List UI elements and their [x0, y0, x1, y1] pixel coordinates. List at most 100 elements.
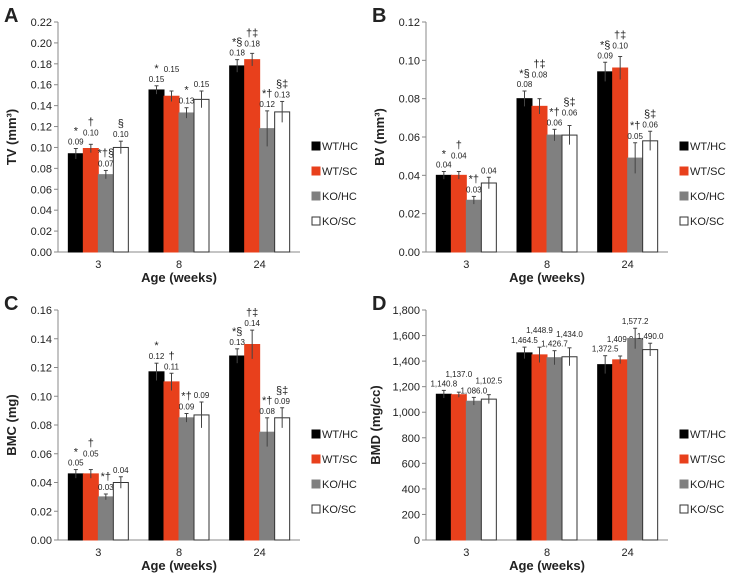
bar-ko-hc	[465, 199, 482, 253]
data-label: 0.08	[532, 71, 548, 80]
legend-swatch	[311, 191, 321, 201]
legend-label: WT/HC	[690, 141, 726, 153]
bar-wt-sc	[163, 95, 180, 253]
significance-mark: *†	[262, 88, 272, 100]
data-label: 0.13	[229, 338, 245, 347]
data-label: 0.10	[83, 128, 99, 137]
y-tick-label: 0.16	[31, 305, 52, 317]
significance-mark: §‡	[644, 108, 656, 120]
x-tick-label: 24	[622, 259, 634, 271]
y-axis-title: BV (mm³)	[372, 108, 387, 166]
y-tick-label: 0.00	[31, 247, 52, 259]
bar-ko-sc	[193, 414, 210, 541]
x-tick-label: 24	[622, 547, 634, 559]
legend-label: WT/HC	[322, 141, 358, 153]
bar-ko-sc	[642, 140, 659, 253]
x-tick-label: 8	[544, 547, 550, 559]
y-tick-label: 1,600	[392, 331, 420, 343]
legend-swatch	[679, 166, 689, 176]
y-tick-label: 0.00	[399, 247, 420, 259]
data-label: 1,464.5	[511, 336, 538, 345]
data-label: 0.09	[274, 397, 290, 406]
y-tick-label: 0.12	[399, 17, 420, 29]
legend-label: WT/SC	[322, 454, 357, 466]
panel-b-chart: B 0.00 0.02 0.04 0.06 0.08 0.10 0.12 BV (mm³) Age…	[372, 5, 726, 285]
bar-ko-sc	[561, 356, 578, 541]
significance-mark: *§	[232, 326, 242, 338]
significance-mark: *	[442, 149, 447, 161]
data-label: 1,409.9	[607, 335, 634, 344]
bar-ko-sc	[112, 146, 129, 253]
panel-a-chart: A 0.00 0.02 0.04 0.06 0.08 0.10 0.12 0.14 0.16 0.1…	[4, 5, 358, 285]
legend-swatch	[311, 141, 321, 151]
data-label: 0.10	[113, 130, 129, 139]
bar-wt-hc	[597, 71, 614, 253]
data-label: 0.12	[149, 352, 165, 361]
legend-swatch	[311, 504, 321, 514]
x-tick-label: 24	[254, 547, 266, 559]
y-tick-label: 0.08	[31, 163, 52, 175]
y-tick-label: 0.06	[31, 184, 52, 196]
bar-wt-hc	[516, 352, 533, 541]
y-tick-label: 0.14	[31, 101, 52, 113]
y-tick-label: 600	[402, 458, 420, 470]
y-axis-title: BMC (mg)	[4, 394, 19, 455]
legend-label: KO/SC	[322, 216, 356, 228]
significance-mark: §‡	[276, 385, 288, 397]
significance-mark: *	[184, 85, 189, 97]
data-label: 1,140.8	[430, 379, 457, 388]
y-tick-label: 800	[402, 433, 420, 445]
x-axis-title: Age (weeks)	[141, 270, 217, 285]
data-label: 0.06	[562, 109, 578, 118]
significance-mark: †	[456, 140, 462, 152]
bar-ko-sc	[274, 111, 291, 253]
significance-mark: *†	[549, 106, 559, 118]
bar-ko-hc	[627, 337, 644, 541]
legend-label: WT/SC	[690, 454, 725, 466]
legend-swatch	[679, 429, 689, 439]
bar-ko-hc	[546, 357, 563, 541]
y-tick-label: 0.10	[31, 391, 52, 403]
data-label: 0.09	[179, 403, 195, 412]
data-label: 1,086.0	[460, 386, 487, 395]
bar-wt-sc	[612, 67, 629, 253]
bar-wt-hc	[148, 89, 165, 253]
data-label: 1,137.0	[445, 370, 472, 379]
significance-mark: †	[88, 438, 94, 450]
legend-swatch	[311, 479, 321, 489]
data-label: 1,448.9	[526, 326, 553, 335]
bar-ko-hc	[178, 417, 195, 541]
legend-label: WT/HC	[690, 429, 726, 441]
legend-label: KO/HC	[690, 479, 725, 491]
y-tick-label: 0.04	[31, 478, 52, 490]
legend-swatch	[679, 191, 689, 201]
bar-ko-sc	[642, 349, 659, 541]
data-label: 1,372.5	[592, 345, 619, 354]
bar-ko-hc	[259, 431, 276, 541]
y-tick-label: 0.20	[31, 38, 52, 50]
data-label: 0.09	[68, 138, 84, 147]
significance-mark: *§	[600, 39, 610, 51]
legend-label: KO/SC	[690, 216, 724, 228]
legend-swatch	[679, 141, 689, 151]
legend-swatch	[311, 429, 321, 439]
bar-wt-sc	[612, 359, 629, 541]
bar-wt-hc	[597, 364, 614, 541]
legend-swatch	[679, 504, 689, 514]
bar-ko-hc	[178, 112, 195, 253]
x-tick-label: 8	[176, 259, 182, 271]
bar-wt-hc	[435, 174, 452, 253]
data-label: 1,577.2	[622, 317, 649, 326]
panel-letter: B	[372, 5, 386, 27]
data-label: 0.06	[547, 118, 563, 127]
data-label: 0.04	[481, 166, 497, 175]
data-label: 0.03	[98, 483, 114, 492]
significance-mark: *	[154, 340, 159, 352]
y-tick-label: 200	[402, 509, 420, 521]
data-label: 0.18	[229, 49, 245, 58]
y-tick-label: 0	[414, 535, 420, 547]
y-tick-label: 400	[402, 484, 420, 496]
y-tick-label: 1,400	[392, 356, 420, 368]
bar-wt-sc	[450, 394, 467, 541]
significance-mark: †‡	[246, 307, 258, 319]
